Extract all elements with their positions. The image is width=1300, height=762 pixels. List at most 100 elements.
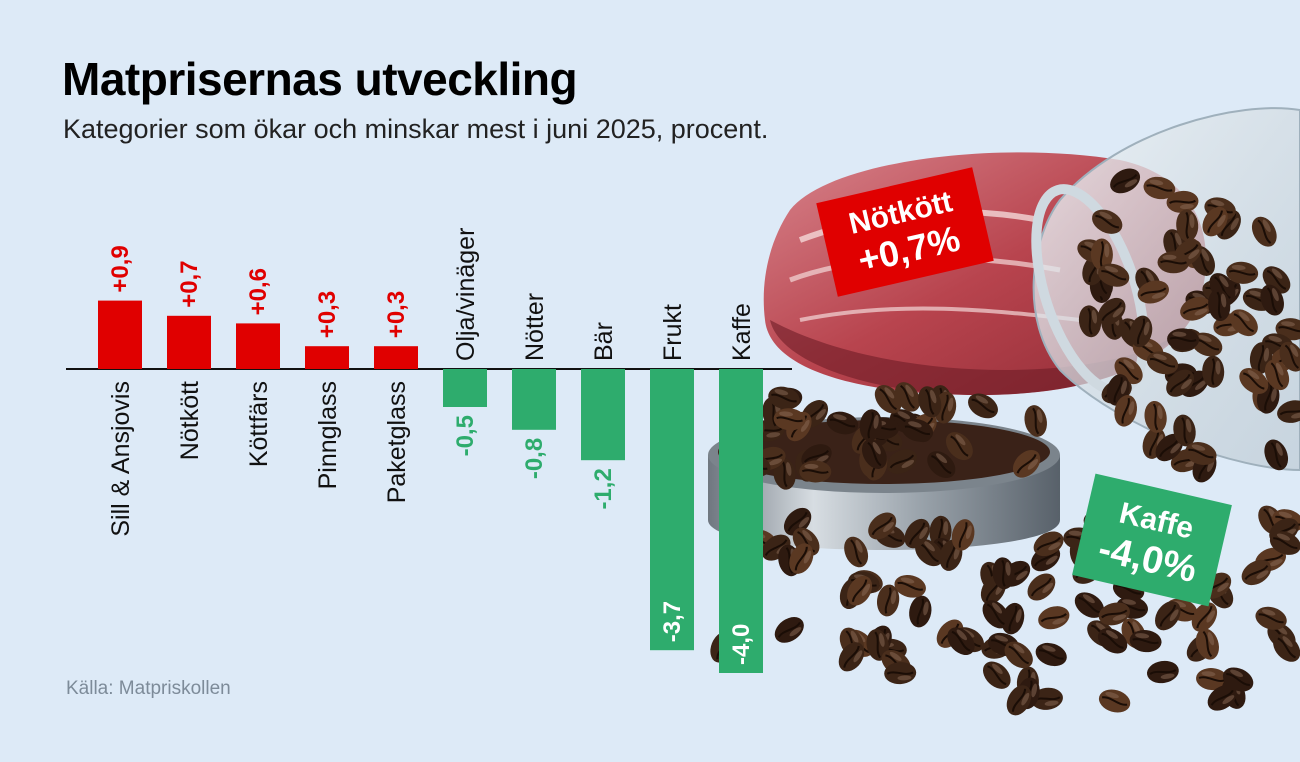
- coffee-bean-icon: [1012, 449, 1041, 478]
- coffee-bean-icon: [876, 584, 900, 617]
- coffee-bean-icon: [1024, 405, 1047, 437]
- bar-b-r: [581, 369, 625, 461]
- coffee-bean-icon: [1185, 442, 1217, 465]
- bar-olja-vin-ger: [443, 369, 487, 407]
- coffee-bean-icon: [773, 408, 806, 431]
- callout-notkott: Nötkött +0,7%: [816, 167, 994, 297]
- coffee-bean-icon: [1090, 238, 1113, 271]
- coffee-bean-icon: [1114, 395, 1138, 427]
- coffee-bean-icon: [1137, 280, 1169, 304]
- coffee-bean-icon: [1129, 630, 1162, 653]
- value-label-k-ttf-rs: +0,6: [245, 268, 272, 315]
- coffee-bean-icon: [1147, 660, 1179, 684]
- value-label-n-tk-tt: +0,7: [176, 260, 203, 307]
- coffee-bean-icon: [1146, 351, 1179, 375]
- category-label-olja-vin-ger: Olja/vinäger: [452, 228, 480, 361]
- coffee-bean-icon: [1256, 381, 1280, 414]
- coffee-bean-icon: [1004, 641, 1033, 669]
- bar-frukt: [650, 369, 694, 651]
- callout-kaffe: Kaffe -4,0%: [1072, 473, 1232, 607]
- coffee-bean-icon: [826, 411, 859, 435]
- coffee-bean-icon: [1144, 400, 1167, 433]
- category-label-pinnglass: Pinnglass: [314, 381, 342, 489]
- value-label-b-r: -1,2: [590, 468, 617, 509]
- value-label-n-tter: -0,8: [521, 438, 548, 479]
- coffee-bean-icon: [1202, 355, 1225, 388]
- coffee-bean-icon: [884, 662, 917, 685]
- coffee-bean-icon: [1191, 602, 1218, 632]
- coffee-bean-icon: [947, 627, 975, 656]
- coffee-bean-icon: [894, 574, 926, 598]
- category-label-n-tter: Nötter: [521, 293, 549, 361]
- value-label-pinnglass: +0,3: [314, 291, 341, 338]
- coffee-bean-icon: [992, 557, 1015, 590]
- coffee-bean-icon: [982, 661, 1011, 689]
- coffee-bean-icon: [1110, 168, 1141, 194]
- bar-sill-ansjovis: [98, 300, 142, 369]
- coffee-bean-icon: [904, 518, 930, 549]
- chart-title: Matprisernas utveckling: [62, 53, 578, 105]
- coffee-bean-icon: [927, 451, 956, 478]
- coffee-bean-icon: [1277, 400, 1300, 423]
- coffee-bean-icon: [1092, 209, 1123, 234]
- coffee-bean-icon: [774, 617, 804, 643]
- category-label-sill-ansjovis: Sill & Ansjovis: [107, 381, 135, 537]
- coffee-bean-icon: [1033, 531, 1064, 557]
- coffee-bean-icon: [1241, 559, 1272, 586]
- coffee-bean-icon: [1264, 359, 1290, 391]
- coffee-bean-icon: [1173, 414, 1196, 447]
- coffee-bean-icon: [1180, 296, 1211, 321]
- coffee-bean-icon: [886, 449, 917, 474]
- coffee-bean-icon: [1239, 368, 1269, 394]
- coffee-bean-icon: [1027, 573, 1056, 601]
- category-label-kaffe: Kaffe: [728, 303, 756, 361]
- coffee-bean-icon: [1166, 369, 1194, 397]
- value-label-paketglass: +0,3: [383, 291, 410, 338]
- category-label-b-r: Bär: [590, 322, 618, 361]
- coffee-bean-icon: [1202, 206, 1228, 237]
- coffee-bean-icon: [1269, 531, 1300, 555]
- coffee-bean-icon: [951, 519, 975, 551]
- coffee-bean-icon: [909, 595, 932, 628]
- coffee-bean-icon: [1098, 263, 1130, 287]
- coffee-bean-icon: [874, 385, 902, 414]
- bar-n-tter: [512, 369, 556, 430]
- coffee-bean-icon: [1155, 601, 1181, 631]
- value-label-olja-vin-ger: -0,5: [452, 415, 479, 456]
- coffee-bean-icon: [918, 386, 942, 418]
- coffee-bean-icon: [1264, 439, 1289, 471]
- coffee-bean-icon: [901, 418, 934, 442]
- coffee-bean-icon: [982, 600, 1010, 629]
- coffee-bean-icon: [1279, 341, 1300, 372]
- category-label-paketglass: Paketglass: [383, 381, 411, 503]
- coffee-bean-icon: [1143, 176, 1176, 200]
- coffee-bean-icon: [1098, 689, 1131, 713]
- coffee-bean-icon: [1035, 642, 1067, 667]
- coffee-bean-icon: [1038, 606, 1070, 630]
- coffee-bean-icon: [1195, 628, 1219, 660]
- coffee-bean-icon: [768, 386, 800, 410]
- category-label-n-tk-tt: Nötkött: [176, 381, 204, 460]
- bar-k-ttf-rs: [236, 323, 280, 369]
- coffee-bean-icon: [968, 393, 998, 419]
- value-label-frukt: -3,7: [659, 601, 686, 642]
- coffee-bean-icon: [1207, 684, 1237, 711]
- coffee-bean-icon: [1167, 328, 1200, 351]
- bar-n-tk-tt: [167, 315, 211, 369]
- coffee-bean-icon: [861, 439, 887, 470]
- coffee-bean-icon: [1078, 305, 1102, 338]
- coffee-bean-icon: [866, 629, 889, 661]
- coffee-bean-icon: [1260, 284, 1284, 316]
- bar-paketglass: [374, 346, 418, 369]
- value-label-kaffe: -4,0: [728, 624, 755, 665]
- coffee-bean-icon: [1229, 309, 1258, 337]
- coffee-bean-icon: [1275, 318, 1300, 341]
- coffee-bean-icon: [838, 642, 865, 672]
- bar-pinnglass: [305, 346, 349, 369]
- category-label-k-ttf-rs: Köttfärs: [245, 381, 273, 467]
- coffee-bean-icon: [789, 543, 814, 574]
- coffee-bean-icon: [1226, 261, 1259, 284]
- coffee-bean-icon: [859, 409, 882, 442]
